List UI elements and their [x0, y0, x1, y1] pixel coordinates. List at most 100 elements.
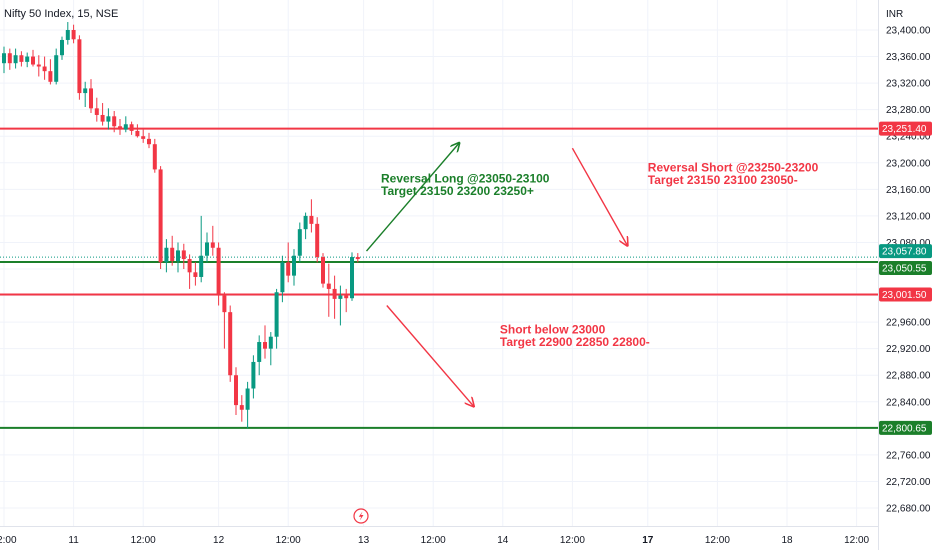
- candle-body[interactable]: [344, 295, 349, 299]
- candle-body[interactable]: [292, 255, 296, 276]
- candle-body[interactable]: [7, 53, 12, 64]
- candle-body[interactable]: [129, 124, 134, 131]
- candle-body[interactable]: [36, 64, 41, 67]
- candle-body[interactable]: [280, 262, 285, 293]
- candle-body[interactable]: [268, 336, 273, 349]
- candle-body[interactable]: [25, 56, 30, 62]
- candle-body[interactable]: [118, 126, 122, 130]
- y-tick-label: 23,080.00: [886, 238, 931, 249]
- candle-body[interactable]: [239, 405, 244, 410]
- candle-body[interactable]: [147, 138, 151, 145]
- candle-body[interactable]: [297, 229, 302, 256]
- candle-body[interactable]: [321, 257, 325, 284]
- candle-body[interactable]: [216, 247, 221, 296]
- candle-body[interactable]: [77, 39, 82, 94]
- y-tick-label: 22,920.00: [886, 344, 931, 355]
- candle-body[interactable]: [234, 375, 238, 406]
- lightning-icon[interactable]: [353, 508, 369, 524]
- annotation-text[interactable]: Target 23150 23100 23050-: [648, 173, 798, 187]
- price-label-box: [879, 287, 932, 302]
- candle-body[interactable]: [205, 242, 209, 256]
- x-tick-label: 12:00: [276, 535, 301, 546]
- candle-body[interactable]: [286, 262, 291, 276]
- candle-body[interactable]: [350, 257, 354, 299]
- candle-body[interactable]: [170, 247, 175, 262]
- candle-body[interactable]: [83, 88, 88, 94]
- price-label-box: [879, 244, 932, 259]
- candle-body[interactable]: [42, 66, 47, 72]
- candle-body[interactable]: [71, 30, 76, 40]
- trend-arrow[interactable]: [386, 305, 474, 407]
- candle-body[interactable]: [309, 215, 314, 224]
- candle-body[interactable]: [199, 255, 204, 277]
- annotation-text[interactable]: Target 22900 22850 22800-: [500, 335, 650, 349]
- candle-body[interactable]: [54, 55, 59, 82]
- candle-body[interactable]: [176, 250, 180, 262]
- x-tick-label: 12:00: [0, 535, 17, 546]
- candle-body[interactable]: [228, 312, 233, 376]
- y-tick-label: 22,960.00: [886, 318, 931, 329]
- candle-body[interactable]: [222, 295, 227, 313]
- candle-body[interactable]: [100, 114, 105, 122]
- x-tick-label: 12:00: [560, 535, 585, 546]
- candle-body[interactable]: [94, 108, 99, 115]
- trend-arrow[interactable]: [365, 143, 460, 252]
- candle-body[interactable]: [303, 215, 308, 230]
- candle-body[interactable]: [135, 130, 140, 137]
- candle-body[interactable]: [263, 342, 267, 349]
- candle-body[interactable]: [274, 292, 279, 337]
- candle-body[interactable]: [112, 116, 117, 127]
- candle-body[interactable]: [13, 55, 18, 64]
- x-tick-label: 18: [781, 535, 793, 546]
- candle-body[interactable]: [2, 53, 6, 64]
- candle-body[interactable]: [257, 342, 262, 362]
- annotation-text[interactable]: Reversal Short @23250-23200: [648, 160, 819, 174]
- candle-body[interactable]: [193, 272, 198, 277]
- candle-body[interactable]: [158, 169, 163, 263]
- chart-title: Nifty 50 Index, 15, NSE: [4, 8, 118, 20]
- candle-body[interactable]: [106, 116, 111, 122]
- candle-body[interactable]: [187, 259, 192, 273]
- time-axis[interactable]: 12:00 11 12:00 12 12:00 13 12:00 14 12:00 17 12:00…: [0, 535, 870, 546]
- candle-body[interactable]: [19, 55, 24, 62]
- candle-body[interactable]: [152, 144, 157, 170]
- y-tick-label: 22,880.00: [886, 371, 931, 382]
- candle-body[interactable]: [164, 247, 169, 263]
- candle-body[interactable]: [48, 71, 53, 82]
- candle-body[interactable]: [251, 361, 256, 389]
- price-label-text: 23,057.80: [882, 247, 927, 258]
- price-label-text: 23,050.55: [882, 263, 927, 274]
- price-label-box: [879, 420, 932, 435]
- candle-body[interactable]: [245, 388, 250, 410]
- y-tick-label: 23,320.00: [886, 79, 931, 90]
- trend-arrow[interactable]: [571, 147, 627, 246]
- annotation-text[interactable]: Target 23150 23200 23250+: [381, 184, 534, 198]
- candle-body[interactable]: [65, 30, 70, 40]
- y-tick-label: 23,360.00: [886, 52, 931, 63]
- candle-body[interactable]: [89, 88, 93, 109]
- candle-body[interactable]: [60, 39, 64, 56]
- y-tick-label: 23,200.00: [886, 158, 931, 169]
- currency-label: INR: [886, 9, 903, 20]
- x-tick-label: 13: [358, 535, 370, 546]
- candle-body[interactable]: [355, 257, 360, 260]
- candle-body[interactable]: [141, 136, 146, 139]
- annotation-text[interactable]: Short below 23000: [500, 322, 606, 336]
- candle-body[interactable]: [315, 223, 320, 258]
- candle-body[interactable]: [31, 56, 35, 65]
- annotation-text[interactable]: Reversal Long @23050-23100: [381, 172, 550, 186]
- y-tick-label: 23,400.00: [886, 26, 931, 37]
- y-tick-label: 22,760.00: [886, 450, 931, 461]
- y-tick-label: 23,120.00: [886, 211, 931, 222]
- candle-body[interactable]: [332, 288, 337, 299]
- grid: [0, 0, 878, 526]
- candle-body[interactable]: [210, 242, 215, 248]
- candle-body[interactable]: [181, 250, 186, 260]
- y-tick-label: 22,720.00: [886, 477, 931, 488]
- candle-body[interactable]: [338, 295, 343, 299]
- candle-body[interactable]: [123, 124, 128, 130]
- x-tick-label: 12:00: [844, 535, 869, 546]
- candle-body[interactable]: [326, 283, 331, 289]
